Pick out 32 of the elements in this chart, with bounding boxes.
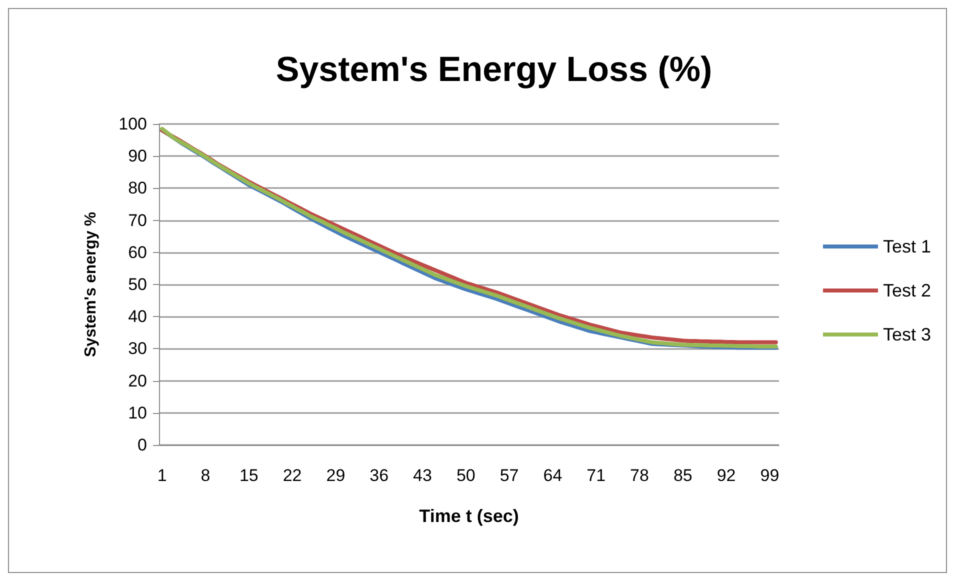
x-tick-label: 1 bbox=[157, 466, 167, 485]
x-tick-label: 22 bbox=[282, 466, 302, 485]
chart-title: System's Energy Loss (%) bbox=[276, 50, 712, 89]
x-tick-label: 43 bbox=[413, 466, 432, 485]
x-tick-label: 57 bbox=[500, 466, 519, 485]
y-tick-label: 30 bbox=[128, 339, 147, 358]
x-tick-label: 78 bbox=[630, 466, 649, 485]
y-tick-label: 40 bbox=[128, 307, 147, 326]
x-tick-label: 99 bbox=[760, 466, 780, 485]
x-tick-label: 64 bbox=[543, 466, 562, 485]
x-axis-title: Time t (sec) bbox=[419, 506, 519, 526]
y-tick-label: 80 bbox=[128, 178, 147, 198]
legend-label: Test 2 bbox=[882, 280, 932, 300]
y-tick-label: 90 bbox=[128, 146, 147, 166]
legend-label: Test 3 bbox=[882, 324, 932, 344]
y-tick-label: 50 bbox=[128, 275, 147, 294]
y-tick-label: 100 bbox=[118, 114, 147, 134]
x-tick-label: 8 bbox=[200, 466, 210, 485]
y-tick-label: 20 bbox=[128, 371, 147, 390]
x-tick-label: 50 bbox=[456, 466, 476, 485]
x-tick-label: 15 bbox=[239, 466, 258, 485]
x-tick-label: 71 bbox=[586, 466, 606, 485]
legend-label: Test 1 bbox=[882, 236, 932, 256]
y-tick-label: 60 bbox=[128, 242, 147, 262]
x-tick-label: 85 bbox=[673, 466, 692, 485]
y-tick-label: 0 bbox=[138, 436, 147, 454]
y-axis-title: System's energy % bbox=[82, 212, 100, 358]
x-tick-label: 29 bbox=[326, 466, 346, 485]
y-tick-label: 70 bbox=[128, 210, 147, 230]
x-tick-label: 36 bbox=[370, 466, 389, 485]
y-tick-label: 10 bbox=[128, 403, 147, 422]
x-tick-label: 92 bbox=[716, 466, 736, 485]
